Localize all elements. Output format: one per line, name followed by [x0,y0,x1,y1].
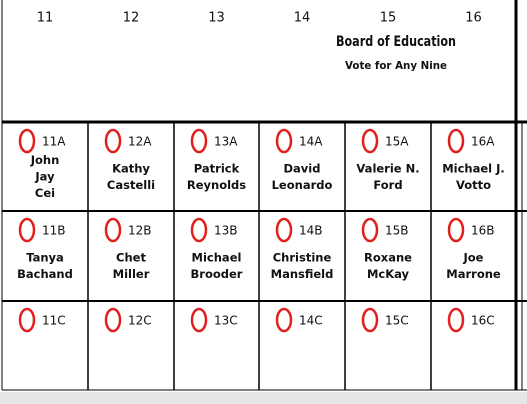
candidate-name: Tanya [26,250,64,264]
candidate-name: David [284,161,321,175]
candidate-name: Bachand [17,267,73,281]
candidate-code: 16B [471,224,495,238]
candidate-code: 12B [128,224,152,238]
candidate-name: Ford [373,178,402,192]
column-number: 16 [465,11,482,26]
candidate-name: Michael J. [442,161,505,175]
column-number: 14 [294,11,311,26]
candidate-name: Joe [463,250,484,264]
candidate-code: 13B [214,224,238,238]
candidate-code: 11C [42,314,66,328]
candidate-name: Brooder [191,267,243,281]
candidate-name: Marrone [446,267,501,281]
candidate-code: 14A [299,135,323,149]
vote-oval [190,307,208,333]
candidate-code: 11A [42,135,66,149]
column-number: 12 [123,11,140,26]
shadow [0,392,527,404]
candidate-code: 12A [128,135,152,149]
candidate-name: Mansfield [271,267,334,281]
candidate-name: Valerie N. [356,161,419,175]
vote-oval [18,307,36,333]
vote-oval [190,217,208,243]
vote-oval [361,128,379,154]
vote-oval [18,128,36,154]
candidate-code: 15B [385,224,409,238]
vote-oval [104,307,122,333]
candidate-code: 15A [385,135,409,149]
candidate-name: John [30,153,60,167]
vote-oval [275,128,293,154]
candidate-name: Castelli [107,178,155,192]
candidate-name: Michael [192,250,242,264]
candidate-name: Jay [34,170,55,184]
candidate-code: 15C [385,314,409,328]
candidate-name: Miller [113,267,150,281]
candidate-code: 11B [42,224,66,238]
candidate-name: Votto [456,178,491,192]
candidate-name: Kathy [112,161,150,175]
column-number: 11 [37,11,54,26]
candidate-code: 14B [299,224,323,238]
vote-oval [18,217,36,243]
vote-oval [361,217,379,243]
vote-oval [190,128,208,154]
candidate-name: Roxane [364,250,412,264]
candidate-name: Patrick [194,161,240,175]
candidate-name: Reynolds [187,178,246,192]
candidate-name: Christine [273,250,332,264]
subtitle: Vote for Any Nine [345,59,447,72]
candidate-name: McKay [367,267,410,281]
vote-oval [447,217,465,243]
candidate-code: 13A [214,135,238,149]
candidate-code: 14C [299,314,323,328]
vote-oval [447,307,465,333]
vote-oval [104,128,122,154]
candidate-code: 16A [471,135,495,149]
candidate-code: 13C [214,314,238,328]
vote-oval [275,217,293,243]
candidate-name: Leonardo [272,178,333,192]
title: Board of Education [336,34,456,50]
candidate-name: Chet [116,250,146,264]
candidate-code: 12C [128,314,152,328]
column-number: 13 [208,11,225,26]
vote-oval [361,307,379,333]
vote-oval [447,128,465,154]
vote-oval [275,307,293,333]
column-number: 15 [380,11,397,26]
candidate-name: Cei [35,186,55,200]
candidate-code: 16C [471,314,495,328]
vote-oval [104,217,122,243]
